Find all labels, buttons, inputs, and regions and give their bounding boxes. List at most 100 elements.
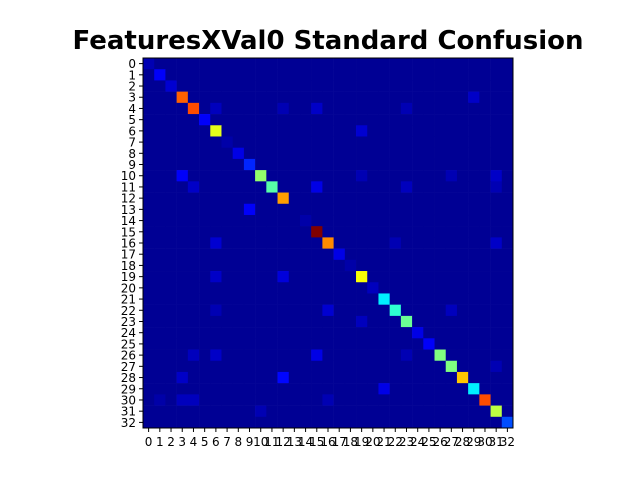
x-tick-label: 20 (365, 435, 380, 449)
heatmap-cell (479, 226, 491, 238)
heatmap-cell (288, 226, 301, 238)
heatmap-cell (176, 170, 189, 182)
heatmap-cell (210, 248, 222, 261)
heatmap-cell (187, 69, 200, 81)
heatmap-cell (277, 226, 290, 238)
heatmap-cell (322, 271, 334, 283)
heatmap-cell (199, 170, 211, 182)
heatmap-cell (501, 158, 514, 171)
heatmap-cell (501, 405, 514, 418)
heatmap-cell (456, 91, 469, 104)
heatmap-cell (434, 203, 447, 216)
heatmap-cell (311, 181, 323, 193)
heatmap-cell (501, 102, 514, 115)
heatmap-cell (243, 192, 256, 205)
heatmap-cell (378, 147, 390, 160)
heatmap-cell (367, 349, 379, 362)
heatmap-cell (479, 293, 491, 305)
heatmap-cell (344, 338, 357, 350)
heatmap-cell (266, 80, 278, 92)
heatmap-cell (243, 125, 256, 137)
heatmap-cell (333, 349, 346, 362)
x-tick-label: 32 (500, 435, 515, 449)
heatmap-cell (333, 102, 346, 115)
heatmap-cell (356, 69, 368, 81)
heatmap-cell (434, 416, 447, 429)
heatmap-cell (322, 226, 334, 238)
heatmap-cell (187, 304, 200, 317)
heatmap-cell (378, 114, 390, 126)
heatmap-cell (322, 181, 334, 193)
heatmap-cell (367, 136, 379, 148)
y-tick-label: 5 (128, 113, 136, 127)
heatmap-cell (389, 226, 402, 238)
heatmap-cell (311, 192, 323, 205)
heatmap-cell (187, 158, 200, 171)
heatmap-cell (165, 405, 177, 418)
heatmap-cell (243, 203, 256, 216)
heatmap-cell (367, 394, 379, 406)
heatmap-cell (400, 349, 413, 362)
heatmap-cell (389, 147, 402, 160)
heatmap-cell (490, 304, 503, 317)
heatmap-cell (412, 360, 424, 373)
heatmap-cell (266, 91, 278, 104)
heatmap-cell (501, 214, 514, 227)
heatmap-cell (299, 327, 312, 339)
heatmap-cell (490, 147, 503, 160)
heatmap-cell (199, 304, 211, 317)
heatmap-cell (490, 371, 503, 384)
heatmap-cell (154, 293, 166, 305)
heatmap-cell (423, 125, 435, 137)
heatmap-cell (456, 248, 469, 261)
heatmap-cell (243, 248, 256, 261)
heatmap-cell (154, 271, 166, 283)
heatmap-cell (277, 383, 290, 395)
heatmap-cell (423, 170, 435, 182)
heatmap-cell (277, 293, 290, 305)
heatmap-cell (243, 69, 256, 81)
heatmap-cell (445, 304, 458, 317)
heatmap-cell (356, 192, 368, 205)
heatmap-cell (356, 349, 368, 362)
heatmap-cell (490, 114, 503, 126)
heatmap-cell (356, 304, 368, 317)
heatmap-cell (210, 259, 222, 272)
heatmap-cell (243, 405, 256, 418)
heatmap-cell (266, 214, 278, 227)
heatmap-cell (277, 416, 290, 429)
heatmap-cell (243, 80, 256, 92)
heatmap-cell (367, 147, 379, 160)
heatmap-cell (243, 58, 256, 70)
heatmap-cell (322, 282, 334, 294)
heatmap-cell (277, 405, 290, 418)
heatmap-cell (378, 125, 390, 137)
y-tick-label: 0 (128, 57, 136, 71)
heatmap-cell (165, 338, 177, 350)
heatmap-cell (356, 136, 368, 148)
heatmap-cell (232, 158, 245, 171)
heatmap-cell (333, 136, 346, 148)
heatmap-cell (423, 181, 435, 193)
heatmap-cell (187, 80, 200, 92)
heatmap-cell (501, 282, 514, 294)
heatmap-cell (199, 394, 211, 406)
heatmap-cell (143, 58, 155, 70)
heatmap-cell (356, 282, 368, 294)
heatmap-cell (199, 226, 211, 238)
heatmap-cell (378, 315, 390, 328)
y-tick-label: 27 (121, 360, 136, 374)
heatmap-cell (232, 125, 245, 137)
heatmap-cell (356, 80, 368, 92)
heatmap-cell (299, 69, 312, 81)
heatmap-cell (400, 259, 413, 272)
heatmap-cell (389, 203, 402, 216)
heatmap-cell (255, 58, 267, 70)
heatmap-cell (154, 315, 166, 328)
heatmap-cell (479, 170, 491, 182)
y-tick-label: 7 (128, 136, 136, 150)
heatmap-cell (277, 80, 290, 92)
heatmap-cell (412, 237, 424, 249)
heatmap-cell (199, 416, 211, 429)
heatmap-cell (210, 416, 222, 429)
